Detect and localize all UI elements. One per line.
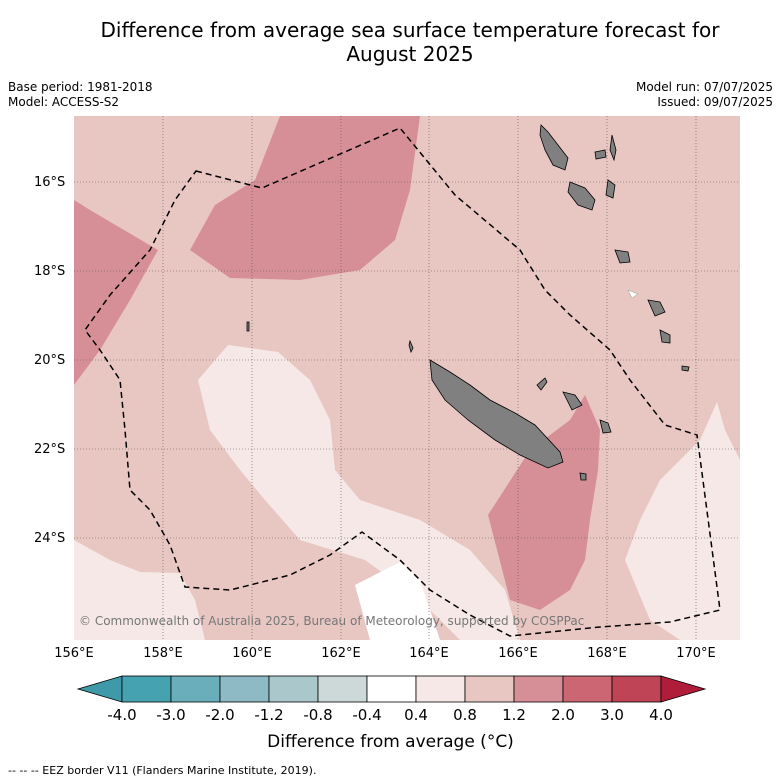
colorbar-segment [170,675,221,703]
colorbar-segment [366,675,417,703]
colorbar-tick-label: 3.0 [600,706,624,724]
island [599,419,612,434]
colorbar-segment [611,675,662,703]
lon-tick-158e: 158°E [143,646,183,661]
colorbar-extend-low [76,675,123,703]
model-name: Model: ACCESS-S2 [8,95,120,109]
eez-legend-footer: -- -- -- EEZ border V11 (Flanders Marine… [8,764,317,777]
colorbar-segment [219,675,270,703]
island [647,299,666,317]
lat-tick-16s: 16°S [34,175,66,190]
island [246,321,250,332]
colorbar-tick-label: -0.4 [352,706,382,724]
island [659,329,671,344]
white-island-marker [627,289,639,299]
issued-date: Issued: 09/07/2025 [657,95,773,109]
island [562,391,583,411]
colorbar-extend-high [660,675,707,703]
colorbar-tick-label: 4.0 [649,706,673,724]
title-line-1: Difference from average sea surface temp… [100,18,720,42]
lat-tick-20s: 20°S [34,353,66,368]
lat-tick-18s: 18°S [34,264,66,279]
island [609,134,617,162]
colorbar-title-text: Difference from average ( [267,732,487,752]
colorbar-tick-label: -2.0 [205,706,235,724]
base-period: Base period: 1981-2018 [8,80,153,94]
lon-tick-156e: 156°E [54,646,94,661]
island [579,472,587,481]
colorbar-segment [121,675,172,703]
colorbar-title-unit: °C) [486,732,514,752]
colorbar-title: Difference from average (°C) [0,732,781,752]
lon-tick-166e: 166°E [498,646,538,661]
lon-tick-164e: 164°E [409,646,449,661]
chart-title: Difference from average sea surface temp… [40,18,780,66]
colorbar-tick-label: 2.0 [551,706,575,724]
colorbar-tick-label: 0.8 [453,706,477,724]
new-caledonia-island [429,359,564,469]
island [408,339,414,354]
anomaly-zone-0.4-0.8 [74,540,205,640]
colorbar-tick-label: 0.4 [404,706,428,724]
lon-tick-170e: 170°E [676,646,716,661]
colorbar-tick-label: -3.0 [156,706,186,724]
island [594,149,607,160]
colorbar-tick-label: -1.2 [254,706,284,724]
lon-tick-168e: 168°E [587,646,627,661]
colorbar-segment [464,675,515,703]
lat-tick-24s: 24°S [34,531,66,546]
anomaly-zone-1.2-2.0 [74,116,158,385]
lon-tick-162e: 162°E [321,646,361,661]
colorbar-segment [268,675,319,703]
anomaly-zone-0.4-0.8 [735,598,740,612]
title-line-2: August 2025 [346,42,474,66]
land-masses [246,124,690,481]
colorbar [76,675,707,703]
model-run: Model run: 07/07/2025 [635,80,773,94]
lon-tick-160e: 160°E [232,646,272,661]
colorbar-tick-label: 1.2 [502,706,526,724]
colorbar-segment [317,675,368,703]
colorbar-segment [562,675,613,703]
lat-tick-22s: 22°S [34,442,66,457]
island [536,377,548,391]
anomaly-zone-neutral [355,562,440,640]
colorbar-segment [415,675,466,703]
eez-border [84,127,721,637]
island [681,365,690,372]
anomaly-zone-0.4-0.8 [198,345,520,640]
island [539,124,569,171]
meta-right: Model run: 07/07/2025 Issued: 09/07/2025 [636,80,773,110]
map-area [74,116,740,640]
meta-left: Base period: 1981-2018 Model: ACCESS-S2 [8,80,153,110]
island [614,249,631,264]
anomaly-zone-0.4-0.8 [625,402,740,640]
copyright-notice: © Commonwealth of Australia 2025, Bureau… [79,614,585,628]
colorbar-segment [513,675,564,703]
island [605,179,616,199]
colorbar-tick-label: -4.0 [107,706,137,724]
island [567,181,596,211]
colorbar-tick-label: -0.8 [303,706,333,724]
gridlines [74,116,740,640]
anomaly-zone-1.2-2.0 [190,116,420,280]
